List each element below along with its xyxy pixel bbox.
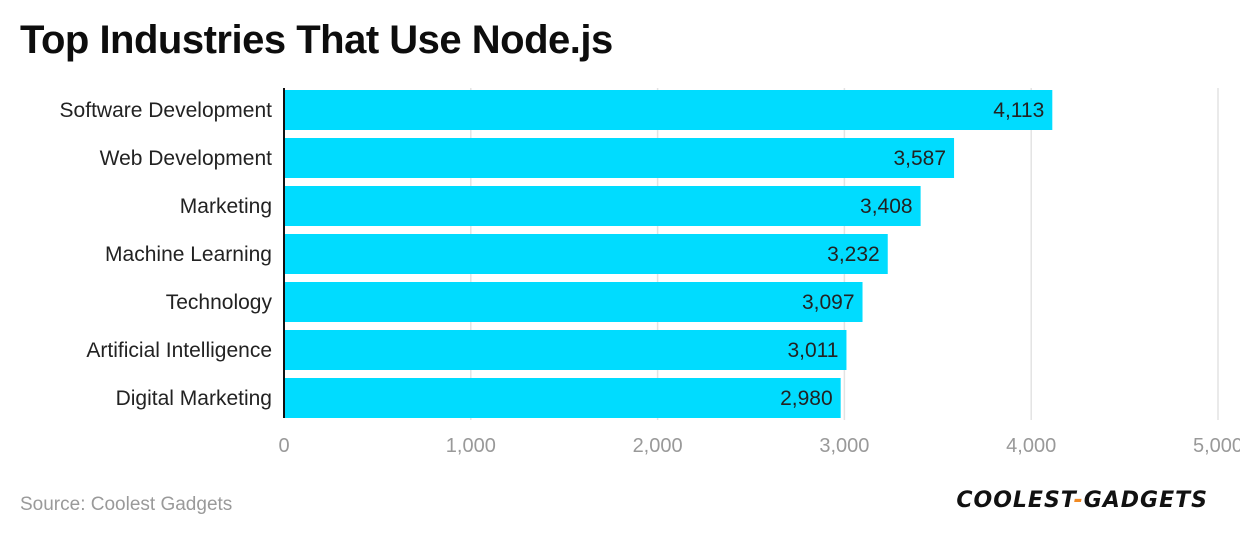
value-label: 4,113 (993, 99, 1044, 122)
x-tick-label: 5,000 (1193, 435, 1240, 457)
value-labels: 4,113 3,587 3,408 3,232 3,097 3,011 2,980 (780, 99, 1044, 410)
bar (284, 138, 955, 178)
bar (284, 186, 921, 226)
bar (284, 90, 1053, 130)
category-label: Digital Marketing (116, 387, 272, 410)
source-note: Source: Coolest Gadgets (20, 494, 233, 515)
logo-separator: - (1073, 488, 1084, 513)
brand-logo: COOLEST-GADGETS (956, 488, 1208, 513)
bar (284, 282, 863, 322)
value-label: 3,097 (802, 291, 855, 314)
category-labels: Software Development Web Development Marke… (60, 99, 273, 410)
logo-text-right: GADGETS (1083, 488, 1208, 513)
value-label: 3,408 (860, 195, 913, 218)
bar (284, 378, 841, 418)
bar (284, 330, 847, 370)
category-label: Marketing (180, 195, 272, 218)
value-label: 2,980 (780, 387, 833, 410)
value-label: 3,587 (893, 147, 946, 170)
value-label: 3,232 (827, 243, 880, 266)
x-tick-label: 0 (278, 435, 289, 457)
category-label: Software Development (60, 99, 273, 122)
category-label: Artificial Intelligence (86, 339, 272, 362)
x-tick-label: 4,000 (1006, 435, 1056, 457)
x-tick-label: 1,000 (446, 435, 496, 457)
category-label: Machine Learning (105, 243, 272, 266)
x-axis-ticks: 0 1,000 2,000 3,000 4,000 5,000 (278, 435, 1240, 457)
chart-title: Top Industries That Use Node.js (20, 18, 613, 62)
category-label: Technology (166, 291, 273, 314)
bar (284, 234, 888, 274)
x-tick-label: 3,000 (819, 435, 869, 457)
category-label: Web Development (100, 147, 273, 170)
value-label: 3,011 (787, 339, 838, 362)
logo-text-left: COOLEST (956, 488, 1074, 513)
bars (284, 90, 1053, 418)
x-tick-label: 2,000 (633, 435, 683, 457)
